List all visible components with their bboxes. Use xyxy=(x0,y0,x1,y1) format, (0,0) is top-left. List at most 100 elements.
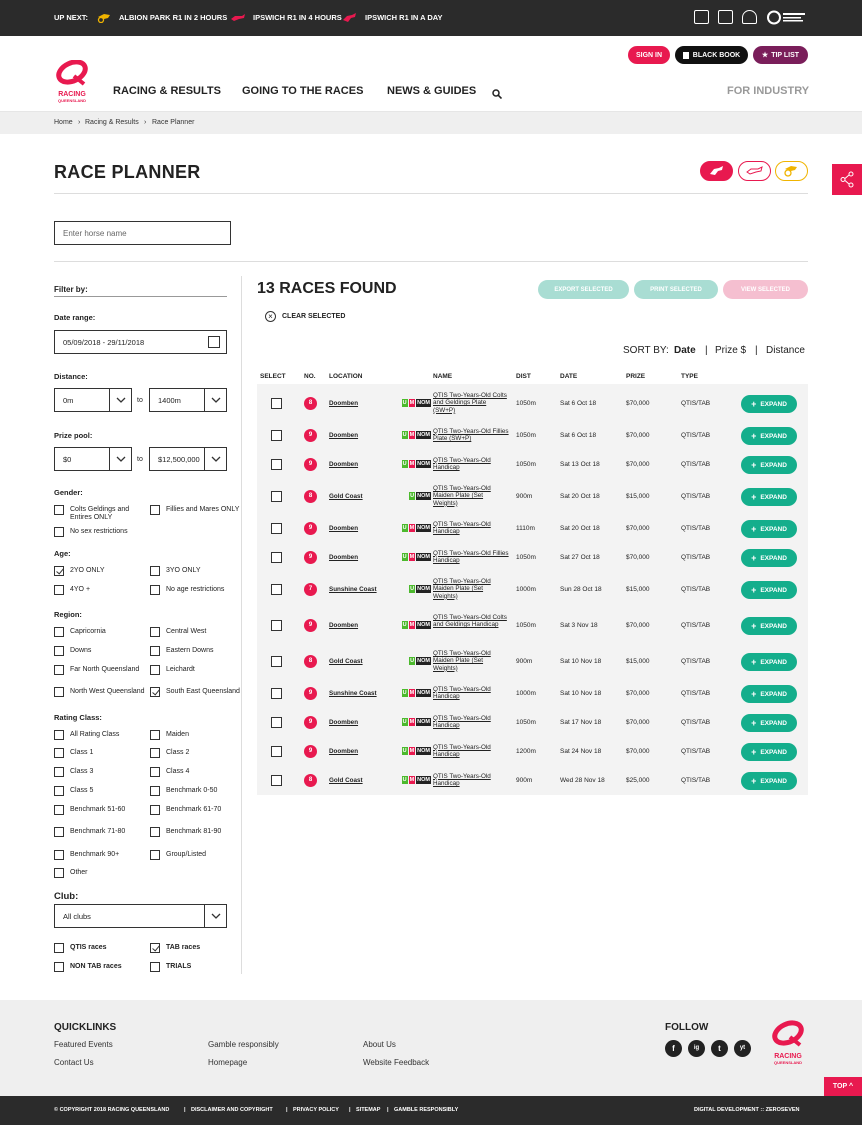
race-location[interactable]: Doomben xyxy=(329,719,359,726)
race-name[interactable]: QTIS Two-Years-Old Maiden Plate (Set Wei… xyxy=(433,484,491,507)
expand-button[interactable]: + EXPAND xyxy=(741,427,797,445)
checkbox-box[interactable] xyxy=(150,786,160,796)
race-name[interactable]: QTIS Two-Years-Old Handicap xyxy=(433,685,491,701)
row-select-checkbox[interactable] xyxy=(271,717,282,728)
expand-button[interactable]: + EXPAND xyxy=(741,395,797,413)
checkbox-box[interactable] xyxy=(150,627,160,637)
checkbox-box[interactable] xyxy=(150,748,160,758)
row-select-checkbox[interactable] xyxy=(271,459,282,470)
expand-button[interactable]: + EXPAND xyxy=(741,549,797,567)
row-select-checkbox[interactable] xyxy=(271,491,282,502)
race-name[interactable]: QTIS Two-Years-Old Maiden Plate (Set Wei… xyxy=(433,649,491,672)
checkbox-box[interactable] xyxy=(150,646,160,656)
race-name[interactable]: QTIS Two-Years-Old Colts and Geldings Pl… xyxy=(433,391,507,414)
checkbox-box[interactable] xyxy=(150,767,160,777)
distance-to-select[interactable]: 1400m xyxy=(149,388,227,412)
breadcrumb-home[interactable]: Home xyxy=(54,119,73,126)
footer-link-homepage[interactable]: Homepage xyxy=(208,1058,248,1067)
expand-button[interactable]: + EXPAND xyxy=(741,743,797,761)
checkbox-box[interactable] xyxy=(54,665,64,675)
race-name[interactable]: QTIS Two-Years-Old Handicap xyxy=(433,714,491,730)
race-name[interactable]: QTIS Two-Years-Old Handicap xyxy=(433,520,491,536)
race-location[interactable]: Sunshine Coast xyxy=(329,690,377,697)
headphones-icon[interactable] xyxy=(742,10,757,24)
expand-button[interactable]: + EXPAND xyxy=(741,653,797,671)
race-name[interactable]: QTIS Two-Years-Old Fillies Plate (SW+P) xyxy=(433,427,509,443)
expand-button[interactable]: + EXPAND xyxy=(741,581,797,599)
racing-queensland-logo[interactable]: RACING QUEENSLAND xyxy=(54,59,90,103)
race-name[interactable]: QTIS Two-Years-Old Handicap xyxy=(433,456,491,472)
checkbox-box[interactable] xyxy=(54,962,64,972)
checkbox-box[interactable] xyxy=(54,786,64,796)
row-select-checkbox[interactable] xyxy=(271,430,282,441)
checkbox-box[interactable] xyxy=(150,585,160,595)
race-location[interactable]: Doomben xyxy=(329,461,359,468)
checkbox-box[interactable] xyxy=(54,850,64,860)
checkbox-box[interactable] xyxy=(150,805,160,815)
thoroughbred-filter[interactable] xyxy=(700,161,733,181)
view-selected-button[interactable]: VIEW SELECTED xyxy=(723,280,808,299)
checkbox-box[interactable] xyxy=(150,943,160,953)
checkbox-box[interactable] xyxy=(150,505,160,515)
facebook-icon[interactable]: f xyxy=(665,1040,682,1057)
link-gamble-responsibly[interactable]: GAMBLE RESPONSIBLY xyxy=(394,1107,459,1113)
distance-from-select[interactable]: 0m xyxy=(54,388,132,412)
checkbox-box[interactable] xyxy=(150,566,160,576)
race-location[interactable]: Doomben xyxy=(329,622,359,629)
row-select-checkbox[interactable] xyxy=(271,656,282,667)
instagram-icon[interactable]: ig xyxy=(688,1040,705,1057)
black-book-button[interactable]: BLACK BOOK xyxy=(675,46,748,64)
up-next-event-3[interactable]: IPSWICH R1 IN A DAY xyxy=(342,12,443,22)
nav-for-industry[interactable]: FOR INDUSTRY xyxy=(727,85,810,97)
race-name[interactable]: QTIS Two-Years-Old Handicap xyxy=(433,743,491,759)
expand-button[interactable]: + EXPAND xyxy=(741,617,797,635)
checkbox-box[interactable] xyxy=(150,665,160,675)
checkbox-box[interactable] xyxy=(54,748,64,758)
checkbox-box[interactable] xyxy=(54,805,64,815)
club-select[interactable]: All clubs xyxy=(54,904,227,928)
link-sitemap[interactable]: SITEMAP xyxy=(356,1107,381,1113)
checkbox-box[interactable] xyxy=(54,505,64,515)
checkbox-box[interactable] xyxy=(54,646,64,656)
row-select-checkbox[interactable] xyxy=(271,584,282,595)
harness-filter[interactable] xyxy=(775,161,808,181)
checkbox-box[interactable] xyxy=(54,527,64,537)
expand-button[interactable]: + EXPAND xyxy=(741,685,797,703)
race-name[interactable]: QTIS Two-Years-Old Maiden Plate (Set Wei… xyxy=(433,577,491,600)
race-location[interactable]: Gold Coast xyxy=(329,658,363,665)
row-select-checkbox[interactable] xyxy=(271,688,282,699)
back-to-top-button[interactable]: TOP ^ xyxy=(824,1077,862,1096)
checkbox-box[interactable] xyxy=(54,868,64,878)
race-location[interactable]: Doomben xyxy=(329,400,359,407)
print-selected-button[interactable]: PRINT SELECTED xyxy=(634,280,718,299)
footer-link-featured-events[interactable]: Featured Events xyxy=(54,1040,113,1049)
checkbox-box[interactable] xyxy=(54,687,64,697)
calendar-icon[interactable] xyxy=(718,10,733,24)
up-next-event-2[interactable]: IPSWICH R1 IN 4 HOURS xyxy=(230,13,342,22)
export-selected-button[interactable]: EXPORT SELECTED xyxy=(538,280,629,299)
sort-distance[interactable]: Distance xyxy=(766,345,805,356)
footer-link-gamble-responsibly[interactable]: Gamble responsibly xyxy=(208,1040,279,1049)
row-select-checkbox[interactable] xyxy=(271,398,282,409)
checkbox-box[interactable] xyxy=(150,962,160,972)
up-next-event-1[interactable]: ALBION PARK R1 IN 2 HOURS xyxy=(96,13,227,23)
race-location[interactable]: Doomben xyxy=(329,748,359,755)
checkbox-box[interactable] xyxy=(150,850,160,860)
greyhound-filter[interactable] xyxy=(738,161,771,181)
footer-link-about-us[interactable]: About Us xyxy=(363,1040,396,1049)
nav-going-to-races[interactable]: GOING TO THE RACES xyxy=(242,85,364,97)
race-name[interactable]: QTIS Two-Years-Old Colts and Geldings Ha… xyxy=(433,613,507,629)
prize-from-select[interactable]: $0 xyxy=(54,447,132,471)
footer-link-contact-us[interactable]: Contact Us xyxy=(54,1058,94,1067)
row-select-checkbox[interactable] xyxy=(271,552,282,563)
checkbox-box[interactable] xyxy=(150,730,160,740)
nav-racing-results[interactable]: RACING & RESULTS xyxy=(113,85,221,97)
checkbox-box[interactable] xyxy=(150,687,160,697)
checkbox-box[interactable] xyxy=(150,827,160,837)
checkbox-box[interactable] xyxy=(54,566,64,576)
footer-link-website-feedback[interactable]: Website Feedback xyxy=(363,1058,430,1067)
breadcrumb-racing[interactable]: Racing & Results xyxy=(85,119,139,126)
twitter-icon[interactable]: t xyxy=(711,1040,728,1057)
nav-news-guides[interactable]: NEWS & GUIDES xyxy=(387,85,477,97)
row-select-checkbox[interactable] xyxy=(271,620,282,631)
